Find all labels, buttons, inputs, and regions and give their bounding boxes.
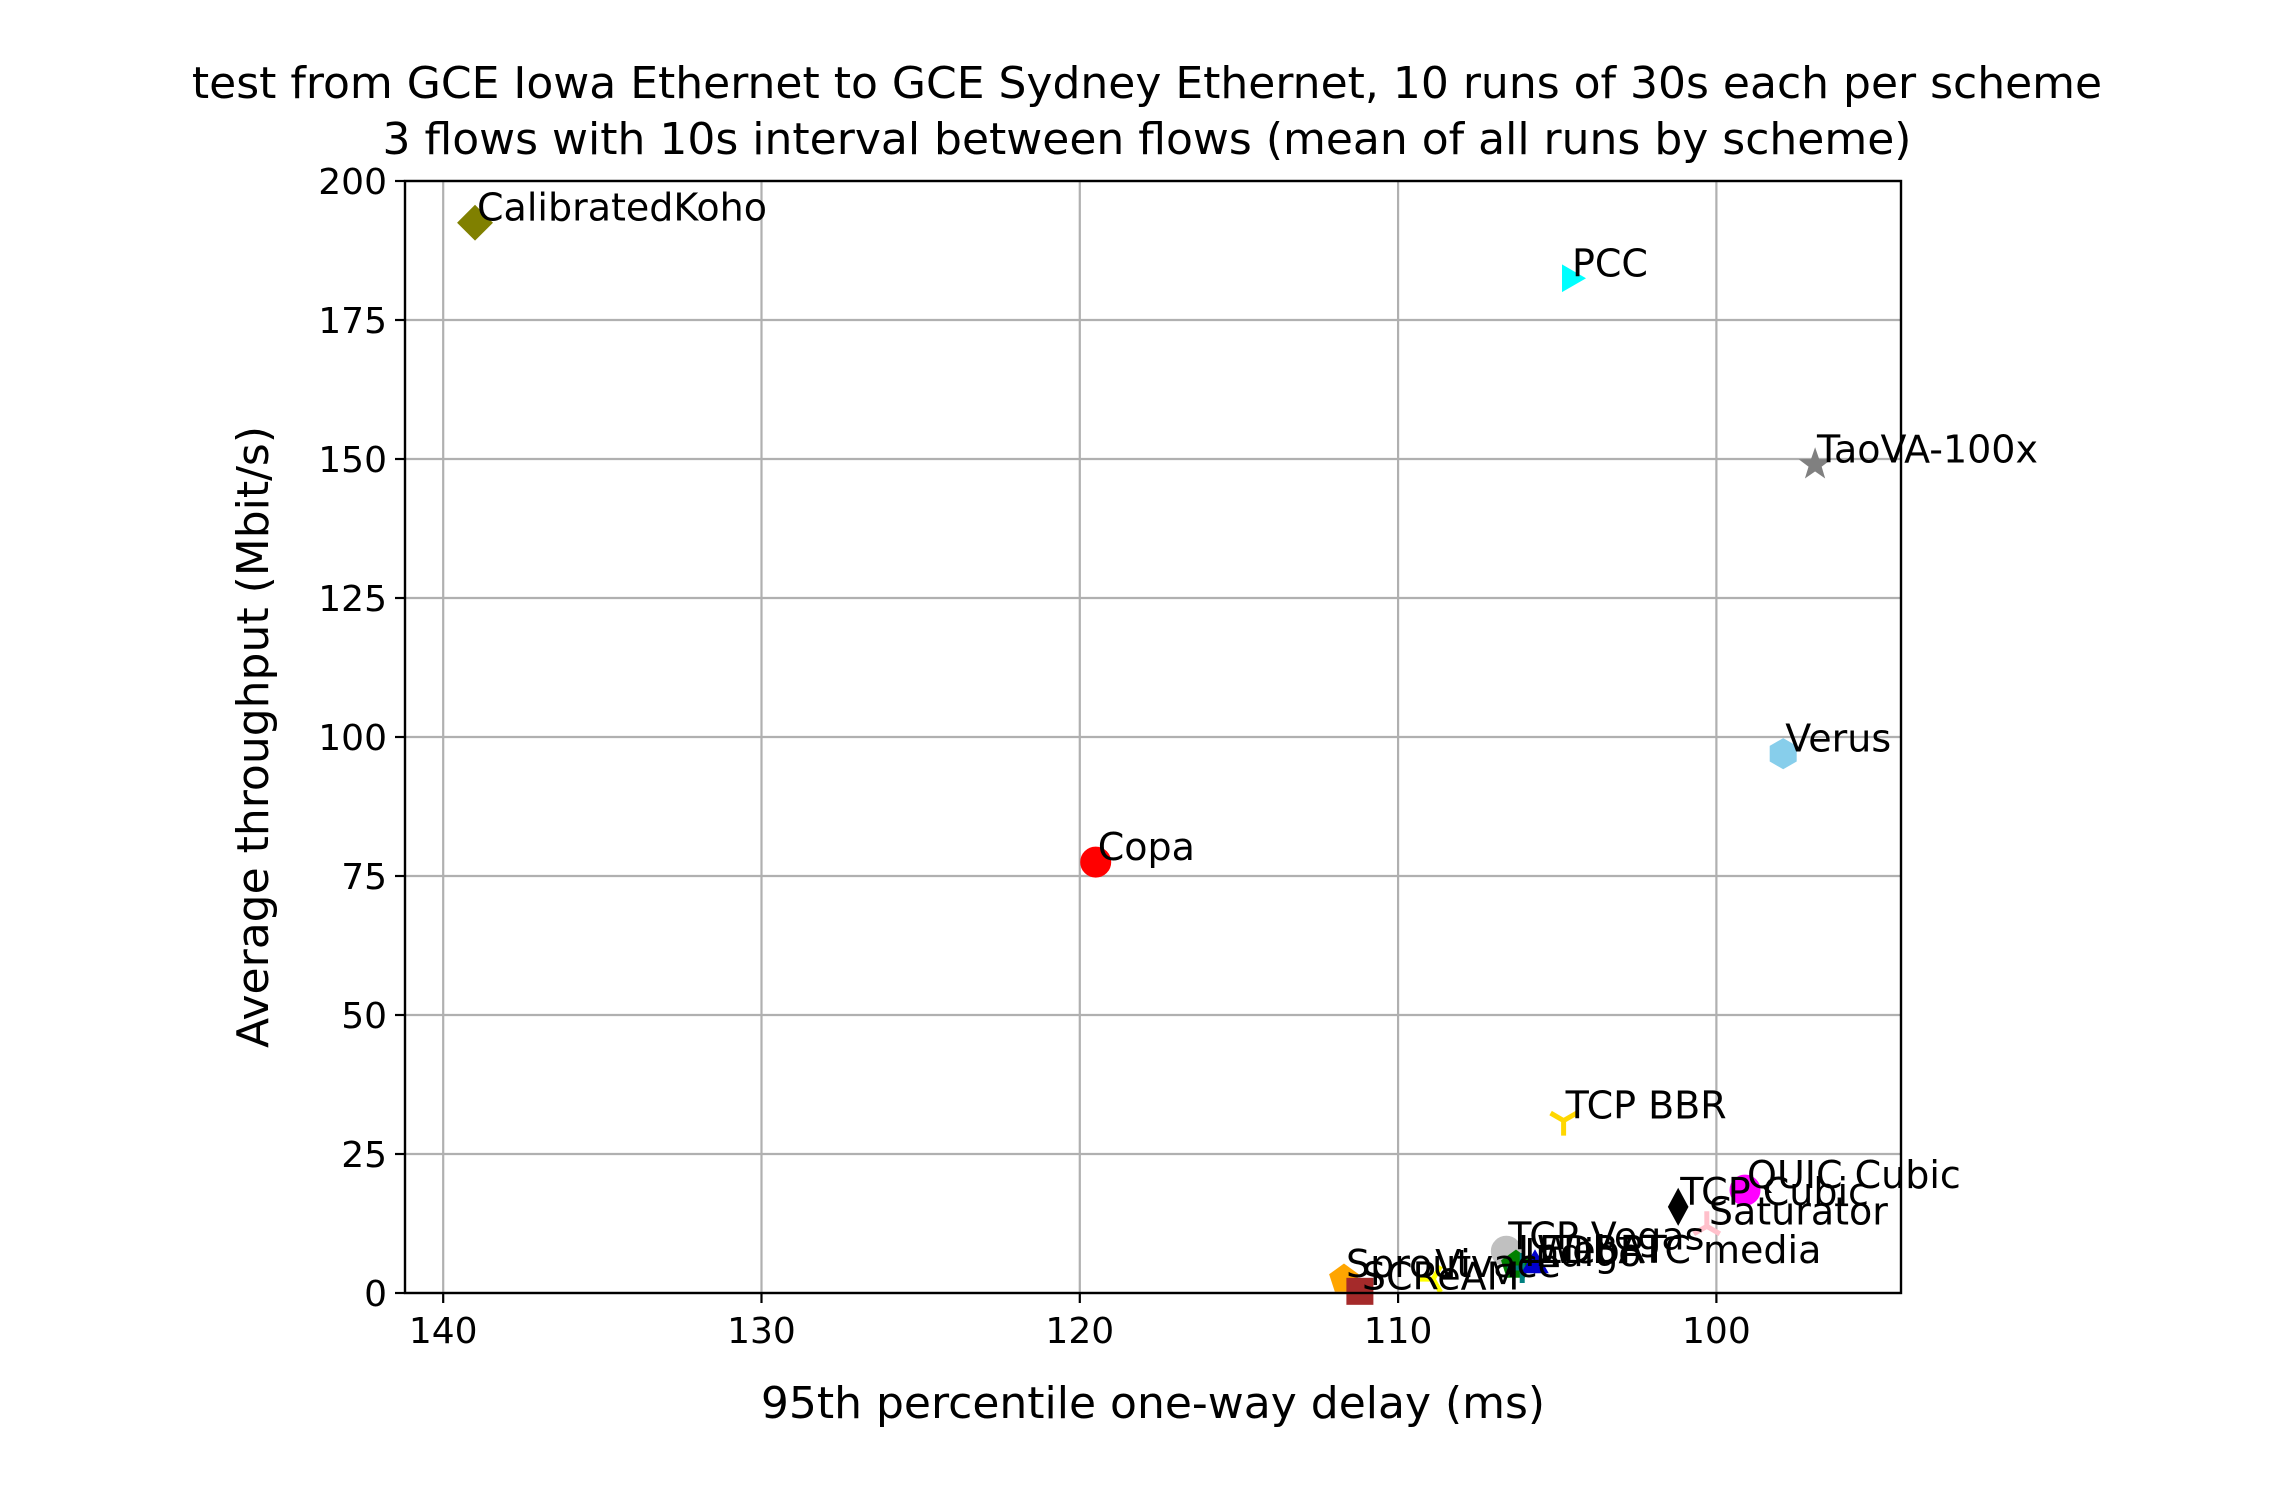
x-axis-label: 95th percentile one-way delay (ms) — [761, 1378, 1545, 1429]
label-ledbat: LEDBAT — [1518, 1228, 1666, 1272]
label-saturator: Saturator — [1709, 1189, 1888, 1233]
label-pcc: PCC — [1572, 241, 1648, 285]
label-calibratedkoho: CalibratedKoho — [477, 186, 767, 230]
label-copa: Copa — [1098, 825, 1195, 869]
marker-webrtc-media — [1521, 1249, 1549, 1274]
label-vivace: Vivace — [1435, 1242, 1561, 1286]
y-tick-label: 175 — [318, 301, 387, 342]
y-tick-label: 25 — [341, 1135, 387, 1176]
marker-taova-100x — [1798, 447, 1832, 479]
marker-quic-cubic — [1729, 1174, 1761, 1206]
y-axis-label: Average throughput (Mbit/s) — [228, 426, 279, 1048]
y-tick-label: 150 — [318, 440, 387, 481]
label-scream: SCReAM — [1362, 1254, 1520, 1298]
y-tick-label: 125 — [318, 579, 387, 620]
marker-scream — [1346, 1277, 1374, 1305]
marker-vivace — [1418, 1264, 1443, 1294]
data-markers — [457, 204, 1832, 1305]
x-axis-ticks: 140 130 120 110 100 — [409, 1293, 1751, 1352]
label-indigo: Indigo — [1524, 1231, 1641, 1275]
marker-tcp-bbr — [1549, 1110, 1578, 1136]
label-verus: Verus — [1785, 717, 1891, 761]
y-tick-label: 200 — [318, 162, 387, 203]
x-tick-label: 100 — [1682, 1311, 1751, 1352]
chart-title-line-1: test from GCE Iowa Ethernet to GCE Sydne… — [192, 58, 2102, 109]
label-quic-cubic: QUIC Cubic — [1747, 1153, 1961, 1197]
y-tick-label: 0 — [364, 1274, 387, 1315]
marker-saturator — [1692, 1211, 1722, 1236]
marker-calibratedkoho — [457, 204, 493, 241]
marker-tcp-cubic — [1667, 1187, 1689, 1226]
marker-copa — [1080, 846, 1112, 878]
x-tick-label: 140 — [409, 1311, 478, 1352]
x-tick-label: 110 — [1364, 1311, 1433, 1352]
marker-pcc — [1562, 264, 1586, 293]
y-tick-label: 100 — [318, 718, 387, 759]
label-tcp-cubic: TCP Cubic — [1679, 1170, 1869, 1214]
label-tcp-bbr: TCP BBR — [1565, 1084, 1727, 1128]
data-labels: CalibratedKoho PCC TaoVA-100x Verus Copa TCP … — [477, 186, 2038, 1299]
marker-verus — [1769, 738, 1797, 770]
label-sprout: Sprout — [1346, 1242, 1471, 1286]
plot-area: CalibratedKoho PCC TaoVA-100x Verus Copa TCP … — [403, 179, 2038, 1305]
y-axis-ticks: 0 25 50 75 100 125 150 175 200 — [318, 162, 405, 1315]
label-taova-100x: TaoVA-100x — [1816, 428, 2038, 472]
x-tick-label: 130 — [727, 1311, 796, 1352]
y-tick-label: 50 — [341, 996, 387, 1037]
x-tick-label: 120 — [1045, 1311, 1114, 1352]
chart-title-line-2: 3 flows with 10s interval between flows … — [383, 114, 1912, 165]
label-webrtc-media: WebRTC media — [1537, 1228, 1821, 1272]
y-tick-label: 75 — [341, 857, 387, 898]
label-tcp-vegas: TCP Vegas — [1507, 1214, 1704, 1258]
